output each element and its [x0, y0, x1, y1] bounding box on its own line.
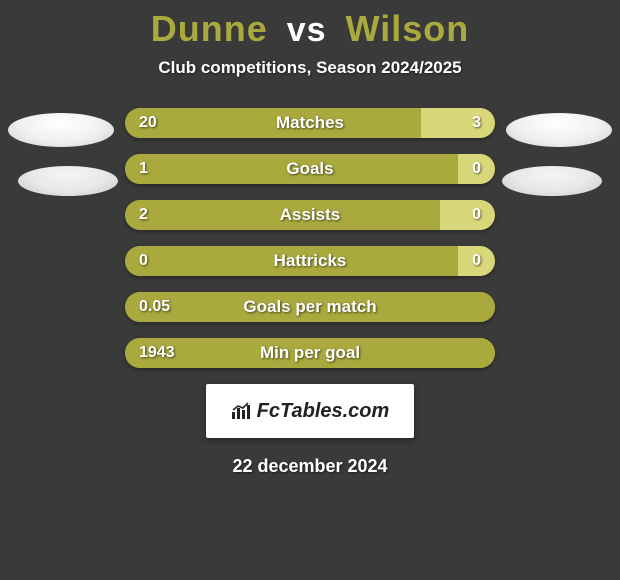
stat-value-left: 20: [125, 114, 195, 132]
logo: FcTables.com: [231, 400, 390, 423]
stat-row: 0.05Goals per match: [125, 292, 495, 322]
subtitle: Club competitions, Season 2024/2025: [0, 58, 620, 78]
player2-club-placeholder: [502, 166, 602, 196]
stat-value-right: 0: [425, 160, 495, 178]
stat-row: 1943Min per goal: [125, 338, 495, 368]
stat-label: Goals: [195, 159, 425, 179]
content-area: 20Matches31Goals02Assists00Hattricks00.0…: [0, 108, 620, 368]
stat-value-left: 0: [125, 252, 195, 270]
vs-text: vs: [287, 11, 327, 49]
comparison-title: Dunne vs Wilson: [0, 0, 620, 50]
stat-label: Hattricks: [195, 251, 425, 271]
chart-icon: [231, 402, 253, 420]
player1-name: Dunne: [151, 8, 268, 49]
stat-label: Goals per match: [195, 297, 425, 317]
stat-value-left: 2: [125, 206, 195, 224]
stat-value-left: 0.05: [125, 298, 195, 316]
stat-value-right: 3: [425, 114, 495, 132]
stat-value-left: 1: [125, 160, 195, 178]
stat-label: Assists: [195, 205, 425, 225]
player2-avatar-placeholder: [506, 113, 612, 147]
stat-row: 1Goals0: [125, 154, 495, 184]
logo-box: FcTables.com: [206, 384, 414, 438]
player1-avatar-placeholder: [8, 113, 114, 147]
stat-row: 20Matches3: [125, 108, 495, 138]
stat-label: Min per goal: [195, 343, 425, 363]
stat-value-right: 0: [425, 206, 495, 224]
logo-text: FcTables.com: [257, 400, 390, 423]
stat-label: Matches: [195, 113, 425, 133]
stat-row: 0Hattricks0: [125, 246, 495, 276]
stats-bars: 20Matches31Goals02Assists00Hattricks00.0…: [125, 108, 495, 368]
stat-value-left: 1943: [125, 344, 195, 362]
player1-club-placeholder: [18, 166, 118, 196]
stat-row: 2Assists0: [125, 200, 495, 230]
date-text: 22 december 2024: [0, 456, 620, 477]
stat-value-right: 0: [425, 252, 495, 270]
player2-name: Wilson: [346, 8, 470, 49]
